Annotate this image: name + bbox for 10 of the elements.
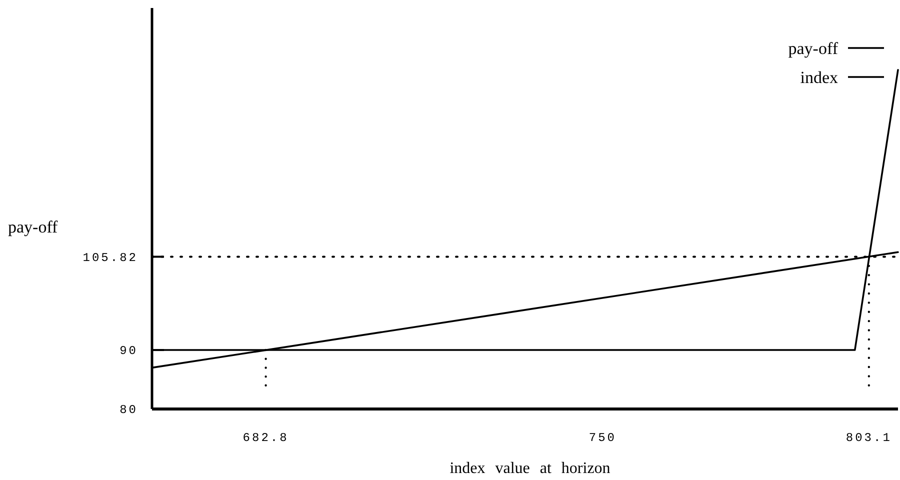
- legend-label: pay-off: [788, 38, 838, 58]
- x-tick-label: 682.8: [242, 431, 289, 445]
- x-tick-label: 803.1: [846, 431, 892, 445]
- y-tick-label: 90: [120, 344, 138, 358]
- legend-label: index: [800, 68, 838, 87]
- y-tick-label: 105.82: [82, 250, 138, 265]
- x-tick-label: 750: [588, 431, 617, 445]
- y-axis-title: pay-off: [8, 218, 58, 237]
- x-axis-title: index value at horizon: [450, 460, 610, 477]
- y-tick-label: 80: [120, 403, 138, 418]
